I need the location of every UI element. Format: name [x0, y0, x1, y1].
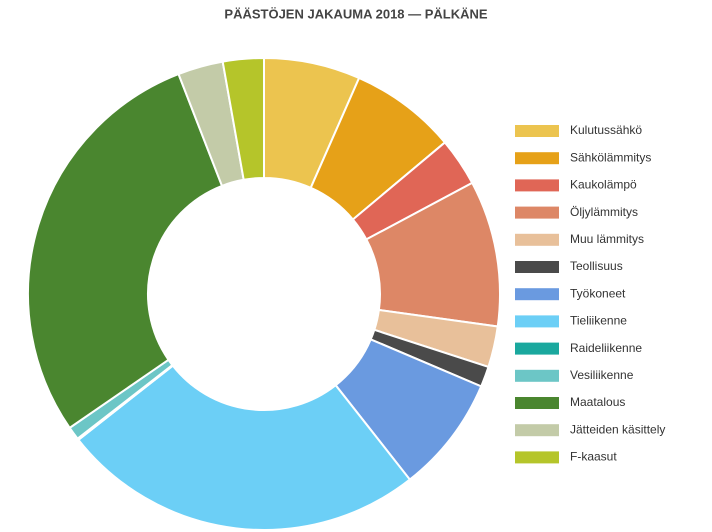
legend-swatch — [515, 397, 559, 409]
legend-label: Öljylämmitys — [570, 205, 638, 219]
legend-swatch — [515, 288, 559, 301]
donut-slice — [77, 364, 412, 531]
legend-label: Sähkölämmitys — [570, 150, 651, 164]
legend-swatch — [515, 315, 559, 328]
legend-label: Tieliikenne — [570, 314, 627, 328]
legend-swatch — [515, 451, 559, 464]
legend-label: Kaukolämpö — [570, 178, 637, 192]
legend-label: Maatalous — [570, 395, 625, 409]
legend-label: Muu lämmitys — [570, 232, 644, 246]
legend-label: F-kaasut — [570, 450, 617, 464]
legend-swatch — [515, 261, 559, 273]
legend-swatch — [515, 369, 559, 382]
donut-slice — [27, 72, 224, 430]
legend-label: Työkoneet — [570, 286, 626, 300]
legend-label: Kulutussähkö — [570, 123, 642, 137]
legend-label: Vesiliikenne — [570, 368, 634, 382]
legend-swatch — [515, 179, 559, 192]
legend-label: Raideliikenne — [570, 341, 642, 355]
legend-swatch — [515, 152, 559, 165]
legend-swatch — [515, 206, 559, 219]
legend-swatch — [515, 424, 559, 437]
legend-swatch — [515, 342, 559, 355]
legend-label: Jätteiden käsittely — [570, 422, 665, 436]
legend-swatch — [515, 233, 559, 246]
legend-label: Teollisuus — [570, 259, 623, 273]
legend-swatch — [515, 125, 559, 137]
chart-title: PÄÄSTÖJEN JAKAUMA 2018 — PÄLKÄNE — [224, 6, 488, 21]
donut-slice — [221, 56, 265, 181]
